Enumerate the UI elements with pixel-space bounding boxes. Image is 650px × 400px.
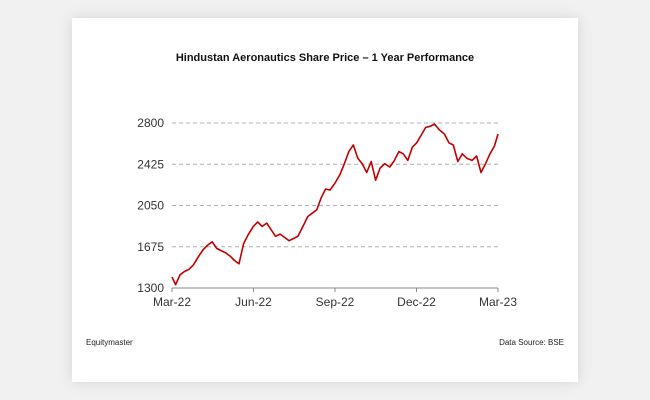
price-line xyxy=(171,123,499,286)
x-tick-label: Jun-22 xyxy=(235,295,272,309)
y-tick-label: 2800 xyxy=(137,116,164,130)
series-layer xyxy=(171,123,499,286)
x-tick-label: Mar-22 xyxy=(153,295,191,309)
footer-brand: Equitymaster xyxy=(86,338,133,347)
chart-title: Hindustan Aeronautics Share Price – 1 Ye… xyxy=(175,52,475,64)
y-tick-label: 2425 xyxy=(137,157,164,171)
x-tick-label: Mar-23 xyxy=(479,295,517,309)
grid-lines xyxy=(172,122,498,248)
x-tick-label: Dec-22 xyxy=(397,295,436,309)
chart-card: Hindustan Aeronautics Share Price – 1 Ye… xyxy=(72,18,578,382)
y-tick-label: 1300 xyxy=(137,281,164,295)
y-tick-label: 1675 xyxy=(137,240,164,254)
axes xyxy=(171,287,499,292)
line-chart: 1300 1675 2050 2425 2800 Mar-22 Jun-22 Sep-22 De… xyxy=(137,116,517,309)
footer-data-source: Data Source: BSE xyxy=(499,338,564,347)
tick-labels: 1300 1675 2050 2425 2800 Mar-22 Jun-22 Sep-22 De… xyxy=(137,116,517,309)
x-tick-label: Sep-22 xyxy=(316,295,355,309)
y-tick-label: 2050 xyxy=(137,199,164,213)
